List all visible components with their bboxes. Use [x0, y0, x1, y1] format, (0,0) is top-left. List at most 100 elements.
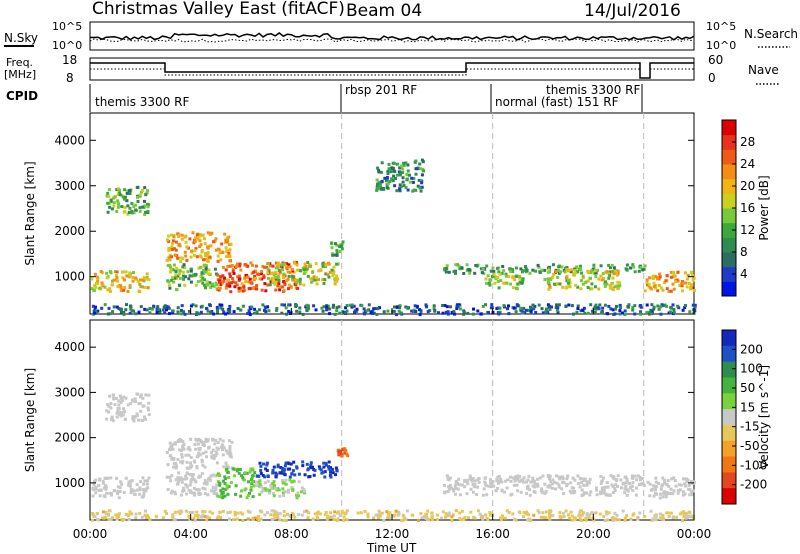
- scatter-cell: [386, 170, 390, 174]
- scatter-cell: [418, 186, 422, 190]
- scatter-cell: [204, 437, 208, 441]
- scatter-cell: [180, 237, 184, 241]
- scatter-cell: [278, 471, 282, 475]
- scatter-cell: [264, 289, 268, 293]
- scatter-cell: [338, 250, 342, 253]
- scatter-cell: [378, 306, 381, 310]
- scatter-cell: [311, 270, 315, 274]
- scatter-cell: [609, 307, 613, 311]
- scatter-cell: [194, 447, 198, 451]
- scatter-cell: [573, 478, 577, 482]
- scatter-cell: [475, 493, 479, 496]
- scatter-cell: [395, 189, 399, 193]
- scatter-cell: [145, 479, 149, 483]
- scatter-cell: [187, 246, 190, 250]
- scatter-cell: [137, 289, 141, 293]
- scatter-cell: [511, 270, 515, 273]
- scatter-cell: [468, 271, 472, 275]
- scatter-cell: [602, 489, 606, 492]
- scatter-cell: [120, 482, 124, 486]
- scatter-cell: [167, 280, 171, 284]
- scatter-cell: [338, 514, 342, 518]
- scatter-cell: [245, 496, 249, 500]
- scatter-cell: [619, 478, 623, 482]
- scatter-cell: [500, 271, 504, 275]
- scatter-cell: [225, 464, 229, 467]
- scatter-cell: [681, 308, 685, 312]
- scatter-cell: [430, 515, 434, 519]
- scatter-cell: [546, 310, 550, 314]
- scatter-cell: [241, 289, 245, 293]
- scatter-cell: [576, 304, 580, 308]
- scatter-cell: [326, 273, 330, 277]
- scatter-cell: [659, 305, 663, 309]
- scatter-cell: [500, 516, 504, 520]
- scatter-cell: [133, 415, 137, 419]
- scatter-cell: [174, 492, 177, 496]
- scatter-cell: [554, 270, 558, 274]
- scatter-cell: [94, 487, 98, 491]
- scatter-cell: [645, 311, 649, 315]
- nsky-label: N.Sky: [4, 31, 38, 45]
- scatter-cell: [105, 417, 109, 421]
- scatter-cell: [106, 476, 110, 480]
- scatter-cell: [225, 282, 229, 286]
- scatter-cell: [388, 511, 392, 515]
- scatter-cell: [512, 476, 515, 480]
- scatter-cell: [209, 474, 213, 478]
- scatter-cell: [639, 310, 642, 314]
- scatter-cell: [209, 478, 213, 482]
- scatter-cell: [303, 491, 307, 495]
- scatter-cell: [170, 247, 174, 251]
- scatter-cell: [219, 306, 223, 310]
- scatter-cell: [281, 469, 284, 473]
- scatter-cell: [330, 246, 334, 250]
- scatter-cell: [269, 486, 273, 490]
- scatter-cell: [605, 512, 609, 516]
- scatter-cell: [651, 276, 655, 280]
- scatter-cell: [116, 410, 120, 414]
- scatter-cell: [631, 263, 635, 267]
- scatter-cell: [668, 310, 672, 314]
- scatter-cell: [401, 180, 405, 184]
- scatter-cell: [392, 309, 396, 313]
- scatter-cell: [297, 472, 301, 476]
- scatter-cell: [239, 268, 243, 272]
- scatter-cell: [350, 303, 354, 307]
- scatter-cell: [223, 276, 226, 280]
- scatter-cell: [380, 161, 384, 165]
- scatter-cell: [378, 183, 382, 187]
- scatter-cell: [376, 307, 380, 311]
- scatter-cell: [578, 517, 582, 521]
- scatter-cell: [267, 309, 271, 313]
- scatter-cell: [443, 304, 447, 307]
- scatter-cell: [404, 305, 408, 309]
- scatter-cell: [166, 305, 170, 309]
- scatter-cell: [110, 207, 114, 211]
- scatter-cell: [268, 264, 272, 268]
- scatter-cell: [133, 203, 137, 207]
- scatter-cell: [271, 271, 275, 275]
- scatter-cell: [512, 517, 516, 521]
- scatter-cell: [659, 487, 663, 491]
- scatter-cell: [521, 278, 525, 282]
- scatter-cell: [612, 272, 616, 276]
- scatter-cell: [220, 242, 224, 246]
- scatter-cell: [167, 258, 171, 262]
- scatter-cell: [275, 261, 278, 265]
- scatter-cell: [222, 446, 226, 450]
- scatter-cell: [114, 278, 118, 282]
- scatter-cell: [315, 512, 319, 516]
- scatter-cell: [175, 254, 179, 258]
- scatter-cell: [493, 281, 497, 285]
- scatter-cell: [128, 284, 132, 288]
- scatter-cell: [223, 482, 227, 486]
- scatter-cell: [202, 440, 205, 444]
- scatter-cell: [605, 270, 609, 274]
- scatter-cell: [643, 264, 647, 268]
- scatter-cell: [386, 309, 390, 313]
- scatter-cell: [90, 518, 94, 522]
- scatter-cell: [663, 481, 667, 485]
- scatter-cell: [136, 200, 140, 203]
- scatter-cell: [541, 474, 545, 478]
